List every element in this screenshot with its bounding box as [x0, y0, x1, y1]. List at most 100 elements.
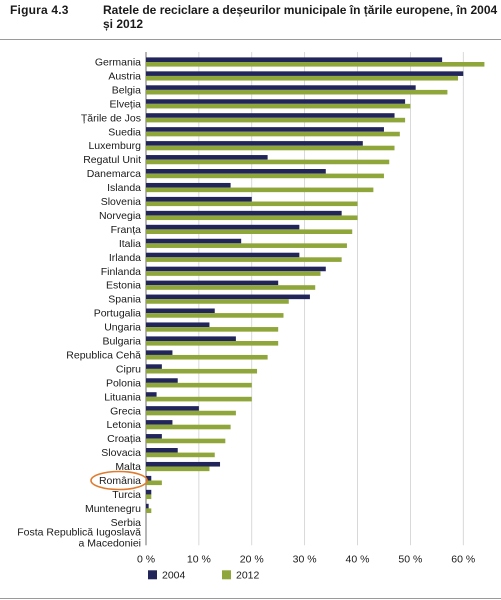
category-label: Serbia	[111, 517, 142, 529]
category-label: Letonia	[107, 419, 142, 431]
bar-2004	[146, 489, 152, 495]
bar-2012	[146, 452, 215, 458]
bar-2004	[146, 475, 152, 481]
bar-2012	[146, 243, 347, 248]
x-tick-label: 10 %	[187, 553, 211, 565]
figure-title: Ratele de reciclare a deșeurilor municip…	[103, 3, 498, 31]
bar-2012	[146, 508, 152, 513]
bar-2012	[146, 187, 374, 193]
bar-2004	[146, 85, 416, 90]
legend-swatch-2004	[148, 570, 157, 580]
bar-2004	[146, 113, 395, 118]
bar-2004	[146, 196, 252, 202]
bar-2004	[146, 99, 406, 104]
bar-2004	[146, 71, 464, 76]
bar-2012	[146, 494, 152, 500]
category-label: Spania	[108, 294, 141, 306]
category-label: Polonia	[106, 377, 141, 389]
bar-2004	[146, 308, 215, 314]
x-tick-label: 40 %	[346, 553, 370, 565]
bar-2004	[146, 336, 236, 341]
bar-2004	[146, 350, 173, 355]
category-label: Estonia	[106, 280, 141, 292]
category-label: Portugalia	[94, 308, 141, 320]
category-label: România	[99, 475, 141, 487]
category-label: Islanda	[107, 182, 141, 194]
bar-2012	[146, 271, 321, 276]
bar-2004	[146, 224, 300, 230]
category-label: Ungaria	[104, 322, 141, 334]
bar-2004	[146, 57, 443, 62]
x-tick-label: 60 %	[451, 553, 475, 565]
header-divider	[0, 39, 501, 40]
bar-2012	[146, 424, 231, 430]
bar-2012	[146, 354, 268, 360]
bar-2004	[146, 252, 300, 258]
bar-2004	[146, 210, 342, 216]
recycling-rates-bar-chart: 0 % 10 % 20 % 30 % 40 % 50 % 60 % GermaniaAustr…	[17, 52, 485, 581]
bar-2004	[146, 294, 310, 300]
bar-2004	[146, 434, 162, 439]
category-label: Germania	[95, 57, 141, 69]
bar-2012	[146, 327, 279, 332]
x-tick-label: 30 %	[293, 553, 317, 565]
legend-label-2004: 2004	[162, 569, 186, 581]
bar-2012	[146, 313, 284, 318]
bar-2004	[146, 322, 210, 328]
bar-2012	[146, 410, 236, 416]
bar-2012	[146, 117, 406, 123]
bar-2012	[146, 229, 353, 234]
category-label: Luxemburg	[88, 140, 141, 152]
category-label: Cipru	[116, 363, 141, 375]
category-label: Irlanda	[109, 252, 141, 264]
x-tick-label: 20 %	[240, 553, 264, 565]
bar-2012	[146, 75, 458, 81]
bar-2012	[146, 201, 358, 207]
category-label: Malta	[115, 461, 141, 473]
category-label: Regatul Unit	[83, 154, 141, 166]
bar-2004	[146, 169, 326, 174]
bar-2004	[146, 420, 173, 425]
bar-2012	[146, 159, 390, 165]
bar-2012	[146, 285, 316, 290]
footer-divider	[0, 598, 501, 599]
legend-label-2012: 2012	[236, 569, 260, 581]
category-label: Belgia	[112, 84, 141, 96]
bar-2012	[146, 62, 485, 67]
category-label: Suedia	[108, 126, 141, 138]
bar-2004	[146, 503, 149, 509]
bar-2012	[146, 396, 252, 402]
bar-2004	[146, 392, 157, 397]
bar-2004	[146, 364, 162, 369]
category-label: Turcia	[112, 489, 141, 501]
bar-2004	[146, 448, 178, 453]
bar-2012	[146, 368, 258, 374]
category-label: Danemarca	[87, 168, 141, 180]
legend-swatch-2012	[222, 570, 231, 580]
bar-2012	[146, 438, 226, 444]
bar-2012	[146, 299, 289, 304]
category-label: Austria	[108, 70, 141, 82]
bar-2012	[146, 103, 411, 109]
category-label: Muntenegru	[85, 503, 141, 515]
bar-2004	[146, 461, 221, 467]
category-label: Italia	[119, 238, 141, 250]
bar-2012	[146, 257, 342, 262]
category-label: Țările de Jos	[81, 112, 141, 124]
bar-2012	[146, 173, 384, 179]
category-label: Finlanda	[101, 266, 141, 278]
category-label: Fosta Republică Iugoslavă a Macedoniei	[17, 526, 141, 549]
bar-2004	[146, 127, 384, 132]
category-label: Slovacia	[101, 447, 141, 459]
bar-2004	[146, 141, 363, 146]
category-label: Elveția	[109, 98, 141, 110]
figure-header: Figura 4.3 Ratele de reciclare a deșeuri…	[0, 0, 501, 38]
bar-2004	[146, 238, 242, 244]
highlight-ellipse	[90, 470, 148, 491]
bar-2004	[146, 155, 268, 160]
bar-2004	[146, 182, 231, 188]
category-label: Franța	[111, 224, 142, 236]
bar-2012	[146, 131, 400, 137]
category-label: Slovenia	[101, 196, 141, 208]
category-label: Grecia	[110, 405, 141, 417]
